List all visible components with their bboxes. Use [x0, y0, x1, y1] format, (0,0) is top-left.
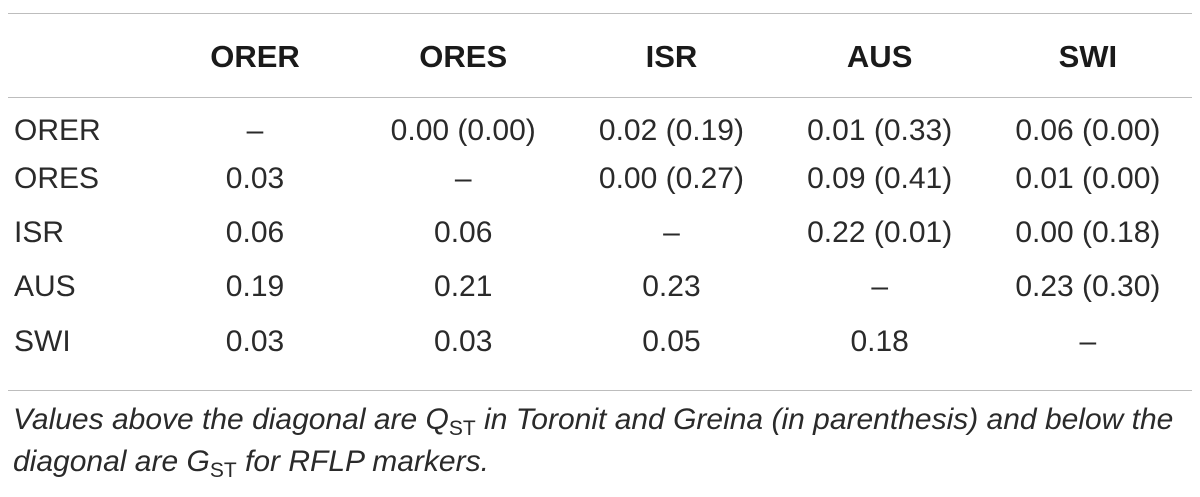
- table-top-rule: [8, 13, 1192, 14]
- footnote-subscript: ST: [209, 459, 237, 482]
- table-cell: –: [454, 161, 472, 195]
- table-cell: 0.23 (0.30): [1015, 270, 1161, 304]
- table-cell: 0.02 (0.19): [598, 114, 744, 148]
- table-cell: 0.06: [434, 215, 493, 249]
- table-row: SWI 0.03 0.03 0.05 0.18 –: [8, 315, 1192, 369]
- table-cell: 0.03: [434, 324, 493, 358]
- table-row: ORES 0.03 – 0.00 (0.27) 0.09 (0.41) 0.01…: [8, 151, 1192, 205]
- table-cell: 0.00 (0.27): [598, 161, 744, 195]
- table-cell: 0.06: [225, 215, 285, 249]
- table-cell: 0.00 (0.18): [1015, 215, 1161, 249]
- row-label: ISR: [14, 215, 65, 249]
- footnote-text: for RFLP markers.: [236, 445, 489, 478]
- table-cell: 0.18: [850, 324, 909, 358]
- table-footnote: Values above the diagonal are QST in Tor…: [13, 399, 1193, 483]
- table-cell: –: [663, 215, 680, 249]
- table-cell: 0.09 (0.41): [807, 161, 953, 195]
- header-cell-swi: SWI: [1058, 38, 1118, 74]
- table-cell: 0.03: [225, 324, 285, 358]
- table-cell: 0.21: [434, 270, 493, 304]
- table-cell: 0.00 (0.00): [390, 114, 536, 148]
- header-cell-orer: ORER: [210, 38, 300, 74]
- table-row: ISR 0.06 0.06 – 0.22 (0.01) 0.00 (0.18): [8, 206, 1192, 260]
- table-bottom-rule: [8, 390, 1192, 391]
- row-label: ORER: [14, 114, 101, 148]
- header-cell-isr: ISR: [645, 38, 698, 74]
- row-label: ORES: [14, 161, 100, 195]
- table-cell: –: [871, 270, 888, 304]
- footnote-text: in Toronit and Greina (in parenthesis) a…: [13, 403, 1174, 478]
- header-cell-ores: ORES: [419, 38, 508, 74]
- footnote-subscript: ST: [448, 417, 476, 440]
- header-cell-corner: [8, 14, 151, 97]
- row-label: SWI: [14, 324, 71, 358]
- table-cell: 0.06 (0.00): [1015, 114, 1161, 148]
- table-cell: 0.03: [225, 161, 285, 195]
- table-cell: 0.19: [225, 270, 285, 304]
- table-cell: 0.22 (0.01): [807, 215, 953, 249]
- row-label: AUS: [14, 270, 76, 304]
- table-cell: 0.01 (0.00): [1015, 161, 1161, 195]
- table-cell: –: [1079, 324, 1097, 358]
- table-row: AUS 0.19 0.21 0.23 – 0.23 (0.30): [8, 260, 1192, 314]
- footnote-text: Values above the diagonal are Q: [13, 403, 449, 436]
- table-cell: 0.05: [642, 324, 701, 358]
- fst-qst-table: ORER ORES ISR AUS SWI ORER – 0.00 (0.00)…: [8, 14, 1192, 369]
- table-header-rule: [8, 97, 1192, 98]
- header-row: ORER ORES ISR AUS SWI: [8, 14, 1192, 97]
- table-cell: 0.23: [642, 270, 701, 304]
- header-cell-aus: AUS: [846, 38, 913, 74]
- table-cell: –: [246, 114, 264, 148]
- table-cell: 0.01 (0.33): [807, 114, 953, 148]
- table-row: ORER – 0.00 (0.00) 0.02 (0.19) 0.01 (0.3…: [8, 97, 1192, 151]
